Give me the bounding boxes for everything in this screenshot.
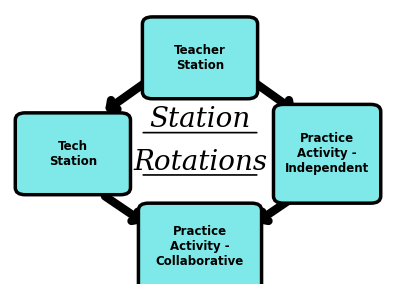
FancyBboxPatch shape	[142, 17, 258, 99]
Text: Tech
Station: Tech Station	[49, 140, 97, 168]
Text: Teacher
Station: Teacher Station	[174, 44, 226, 72]
Text: Practice
Activity -
Independent: Practice Activity - Independent	[285, 132, 369, 175]
Text: Practice
Activity -
Collaborative: Practice Activity - Collaborative	[156, 225, 244, 268]
FancyBboxPatch shape	[15, 113, 130, 195]
Text: Station: Station	[149, 106, 251, 133]
FancyBboxPatch shape	[138, 203, 262, 285]
FancyBboxPatch shape	[274, 104, 381, 203]
Text: Rotations: Rotations	[133, 149, 267, 176]
